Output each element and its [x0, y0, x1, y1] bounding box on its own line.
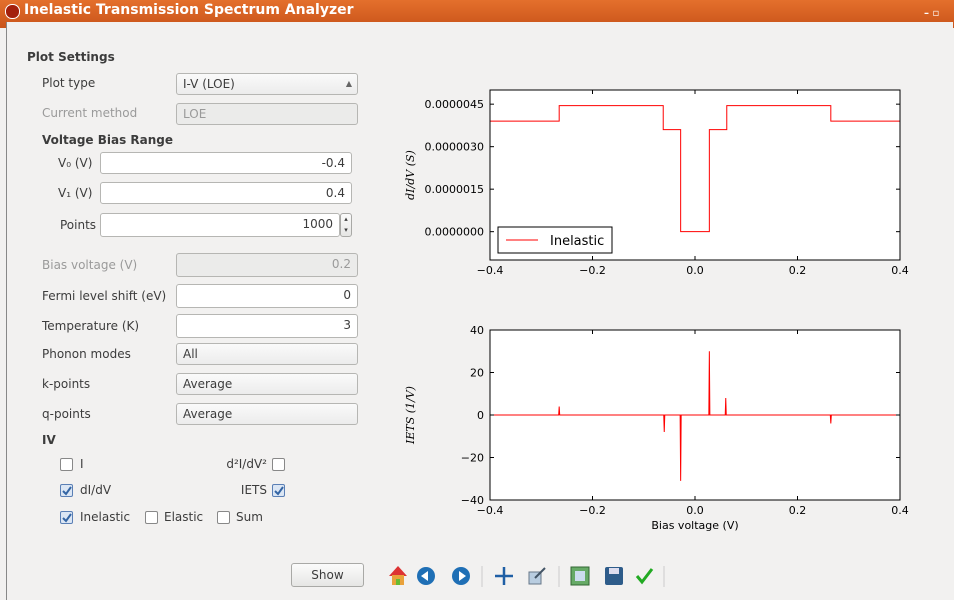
plot-canvas: 0.0000000 0.0000015 0.0000030 0.0000045 −0.4… — [404, 89, 909, 532]
combo-value: LOE — [183, 107, 207, 121]
y-tick-label: 0.0000030 — [425, 141, 485, 154]
checkbox[interactable] — [217, 511, 230, 524]
y-tick-label: 0.0000000 — [425, 226, 485, 239]
legend-label: Inelastic — [550, 234, 604, 249]
app-icon — [5, 4, 20, 19]
checkbox[interactable] — [145, 511, 158, 524]
x-tick-label: −0.2 — [579, 504, 606, 517]
x-tick-label: 0.0 — [686, 264, 704, 277]
x-axis-label: Bias voltage (V) — [651, 519, 738, 532]
x-tick-label: 0.2 — [789, 504, 807, 517]
spin-input[interactable]: 1000 — [100, 213, 340, 237]
checkbox-label: IETS — [240, 483, 267, 497]
combo-box[interactable]: LOE — [176, 103, 358, 125]
subplots-button[interactable] — [570, 566, 590, 586]
combo-box[interactable]: All — [176, 343, 358, 365]
section-heading: IV — [42, 433, 56, 447]
forward-button[interactable] — [452, 567, 470, 585]
window-title: Inelastic Transmission Spectrum Analyzer — [24, 2, 354, 18]
checkbox-label: I — [80, 457, 84, 471]
text-input[interactable]: 3 — [176, 314, 358, 338]
y-tick-label: 0.0000045 — [425, 98, 485, 111]
x-tick-label: 0.2 — [789, 264, 807, 277]
combo-box[interactable]: Average — [176, 373, 358, 395]
text-input[interactable]: 0 — [176, 284, 358, 308]
field-label: Plot type — [42, 76, 96, 90]
checkbox[interactable] — [60, 458, 73, 471]
window-controls[interactable]: – ▫ — [924, 8, 940, 19]
checkbox-label: Elastic — [164, 510, 204, 524]
check-mark — [274, 486, 284, 496]
y-tick-label: 20 — [470, 367, 484, 380]
y-axis-label: IETS (1/V) — [404, 386, 417, 445]
combo-value: All — [183, 347, 198, 361]
field-label: Phonon modes — [42, 347, 131, 361]
field-label: Points — [60, 218, 97, 232]
text-input[interactable]: -0.4 — [100, 152, 352, 174]
back-button[interactable] — [417, 567, 435, 585]
combo-value: Average — [183, 407, 233, 421]
field-label: Current method — [42, 106, 138, 120]
combo-box[interactable]: Average — [176, 403, 358, 425]
data-line — [490, 351, 900, 481]
data-line — [490, 105, 900, 233]
y-tick-label: 0 — [477, 409, 484, 422]
text-input[interactable]: 0.4 — [100, 182, 352, 204]
spin-buttons[interactable]: ▴ ▾ — [340, 213, 352, 237]
y-tick-label: −20 — [461, 452, 484, 465]
section-heading: Plot Settings — [27, 50, 115, 64]
home-button[interactable] — [389, 566, 407, 585]
x-tick-label: −0.4 — [477, 264, 504, 277]
field-label: q-points — [42, 407, 91, 421]
x-tick-label: 0.4 — [891, 264, 909, 277]
field-label: k-points — [42, 377, 91, 391]
y-axis-label: dI/dV (S) — [404, 150, 417, 200]
combo-value: I-V (LOE) — [183, 77, 235, 91]
checkbox-label: dI/dV — [80, 483, 112, 497]
check-mark — [62, 513, 72, 523]
checkbox[interactable] — [272, 458, 285, 471]
checkbox-label: d²I/dV² — [226, 457, 267, 471]
field-label: V₁ (V) — [58, 186, 93, 200]
field-label: Bias voltage (V) — [42, 258, 138, 272]
apply-button[interactable] — [635, 568, 654, 585]
field-label: Fermi level shift (eV) — [42, 289, 167, 303]
field-label: Temperature (K) — [42, 319, 140, 333]
combo-value: Average — [183, 377, 233, 391]
toolbar — [389, 566, 665, 587]
zoom-button[interactable] — [528, 567, 546, 585]
combo-box[interactable]: I-V (LOE) ▲ — [176, 73, 358, 95]
x-tick-label: −0.2 — [579, 264, 606, 277]
checkbox-label: Sum — [236, 510, 263, 524]
y-tick-label: 0.0000015 — [425, 183, 485, 196]
field-label: V₀ (V) — [58, 156, 93, 170]
y-tick-label: 40 — [470, 324, 484, 337]
save-button[interactable] — [605, 567, 623, 585]
checkbox-label: Inelastic — [80, 510, 131, 524]
x-tick-label: 0.4 — [891, 504, 909, 517]
text-input[interactable]: 0.2 — [176, 253, 358, 277]
show-button[interactable]: Show — [291, 563, 364, 587]
checkbox[interactable] — [60, 484, 73, 497]
pan-button[interactable] — [495, 567, 513, 585]
checkbox[interactable] — [272, 484, 285, 497]
x-tick-label: 0.0 — [686, 504, 704, 517]
y-tick-label: −40 — [461, 494, 484, 507]
check-mark — [62, 486, 72, 496]
section-heading: Voltage Bias Range — [42, 133, 174, 147]
x-tick-label: −0.4 — [477, 504, 504, 517]
checkbox[interactable] — [60, 511, 73, 524]
